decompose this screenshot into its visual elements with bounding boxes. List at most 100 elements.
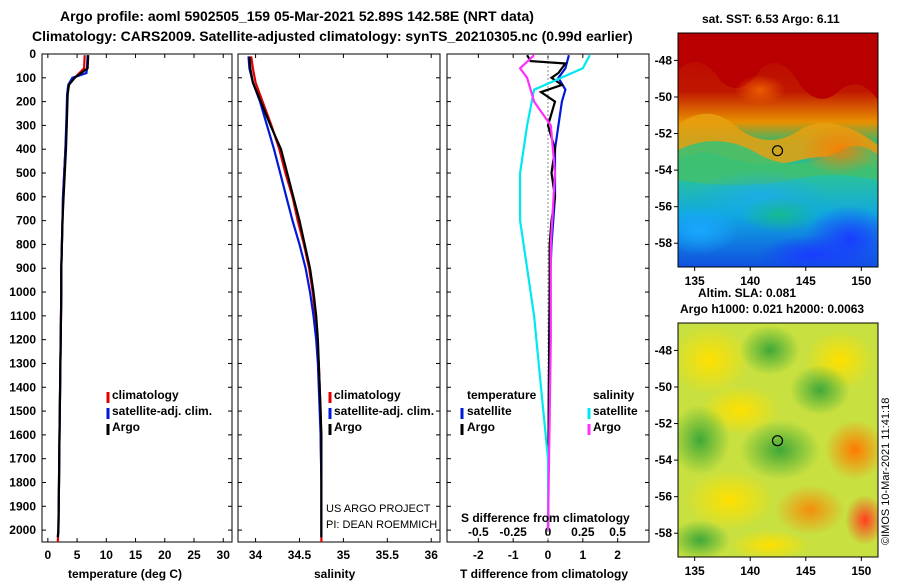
x-tick-label: 0 [45, 548, 52, 562]
s-tick-label: -0.25 [499, 525, 527, 539]
x-tick-label: 36 [425, 548, 439, 562]
map-y-tick-label: -56 [655, 200, 673, 214]
y-tick-label: 800 [16, 237, 36, 251]
sst-map-axes: 135 140 145 150 -48 -50 -52 -54 -56 -58 [655, 53, 872, 288]
temp-legend-satellite: satellite-adj. clim. [112, 404, 213, 418]
x-tick-label: 25 [187, 548, 201, 562]
map-y-tick-label: -48 [655, 53, 673, 67]
map-y-tick-label: -50 [655, 380, 673, 394]
x-tick-label: 34.5 [288, 548, 312, 562]
diff-legend-t-argo: Argo [467, 420, 495, 434]
maps-canvas: 135 140 145 150 -48 -50 -52 -54 -56 -58 135 140 145… [655, 32, 879, 578]
map-x-tick-label: 140 [740, 564, 760, 578]
y-tick-label: 1300 [9, 356, 36, 370]
map-y-tick-label: -58 [655, 236, 673, 250]
y-tick-label: 1000 [9, 285, 36, 299]
map-x-tick-label: 150 [851, 274, 871, 288]
map-x-tick-label: 140 [740, 274, 760, 288]
t-difference-axis-label: T difference from climatology [460, 567, 629, 581]
sal-legend-satellite: satellite-adj. clim. [334, 404, 435, 418]
y-tick-label: 1600 [9, 428, 36, 442]
map-y-tick-label: -48 [655, 343, 673, 357]
y-tick-label: 700 [16, 214, 36, 228]
map-y-tick-label: -54 [655, 453, 673, 467]
y-tick-label: 1400 [9, 380, 36, 394]
map-y-tick-label: -52 [655, 127, 673, 141]
salinity-axis-label: salinity [314, 567, 356, 581]
sla-argo-marker [771, 435, 784, 447]
sst-argo-marker [771, 145, 784, 157]
x-tick-label: 10 [100, 548, 114, 562]
sal-legend-argo: Argo [334, 420, 362, 434]
diff-legend-s-argo: Argo [593, 420, 621, 434]
diff-legend-t-satellite: satellite [467, 404, 512, 418]
x-tick-label: -1 [508, 548, 519, 562]
map-x-tick-label: 145 [796, 274, 816, 288]
credit-pi: PI: DEAN ROEMMICH [326, 519, 438, 531]
sla-map-title: Altim. SLA: 0.081 [698, 286, 797, 300]
plot-frame [41, 53, 233, 543]
map-y-tick-label: -58 [655, 526, 673, 540]
y-tick-label: 1900 [9, 499, 36, 513]
header-line-2: Climatology: CARS2009. Satellite-adjuste… [32, 28, 633, 44]
map-y-tick-label: -52 [655, 417, 673, 431]
y-tick-label: 1700 [9, 452, 36, 466]
map-y-tick-label: -56 [655, 490, 673, 504]
x-tick-label: 1 [579, 548, 586, 562]
map-x-tick-label: 150 [851, 564, 871, 578]
s-tick-label: -0.5 [468, 525, 489, 539]
y-tick-label: 200 [16, 95, 36, 109]
sla-map-subtitle: Argo h1000: 0.021 h2000: 0.0063 [680, 302, 865, 316]
series-line [518, 54, 591, 531]
map-y-tick-label: -50 [655, 90, 673, 104]
series-line [248, 56, 323, 538]
diff-legend-s-satellite: satellite [593, 404, 638, 418]
y-tick-label: 1200 [9, 333, 36, 347]
map-y-tick-label: -54 [655, 163, 673, 177]
y-tick-label: 900 [16, 261, 36, 275]
s-tick-label: 0.5 [609, 525, 626, 539]
x-tick-label: 20 [158, 548, 172, 562]
salinity-panel: 34 34.5 35 35.5 36 [237, 53, 441, 562]
x-tick-label: 0 [545, 548, 552, 562]
series-line [56, 55, 90, 538]
map-x-tick-label: 135 [685, 564, 705, 578]
series-line [518, 54, 557, 531]
sst-map-image [678, 33, 878, 267]
x-tick-label: 35.5 [376, 548, 400, 562]
y-tick-label: 0 [29, 47, 36, 61]
temperature-panel: 0100200300400500600700800900100011001200… [9, 47, 233, 562]
x-tick-label: 30 [217, 548, 231, 562]
sal-legend-climatology: climatology [334, 388, 401, 402]
plot-frame [237, 53, 441, 543]
header-line-1: Argo profile: aoml 5902505_159 05-Mar-20… [60, 8, 534, 24]
sla-map-image [678, 323, 878, 557]
y-tick-label: 1100 [10, 309, 36, 323]
temp-legend-climatology: climatology [112, 388, 179, 402]
s-difference-label: S difference from climatology [461, 511, 630, 525]
temperature-axis-label: temperature (deg C) [68, 567, 183, 581]
diff-legend-salinity-title: salinity [593, 388, 635, 402]
y-tick-label: 500 [16, 166, 36, 180]
sst-map-title: sat. SST: 6.53 Argo: 6.11 [702, 12, 840, 26]
map-x-tick-label: 145 [796, 564, 816, 578]
temp-legend-argo: Argo [112, 420, 140, 434]
x-tick-label: 2 [614, 548, 621, 562]
y-tick-label: 100 [16, 71, 36, 85]
y-tick-label: 2000 [9, 523, 36, 537]
y-tick-label: 1500 [9, 404, 36, 418]
x-tick-label: -2 [473, 548, 484, 562]
y-tick-label: 300 [16, 118, 36, 132]
y-tick-label: 400 [16, 142, 36, 156]
map-x-tick-label: 135 [685, 274, 705, 288]
x-tick-label: 5 [74, 548, 81, 562]
x-tick-label: 34 [249, 548, 263, 562]
imos-credit: ©IMOS 10-Mar-2021 11:41:18 [880, 397, 892, 545]
sla-map-axes: 135 140 145 150 -48 -50 -52 -54 -56 -58 [655, 343, 872, 578]
credit-project: US ARGO PROJECT [326, 503, 431, 515]
s-tick-label: 0.25 [571, 525, 595, 539]
x-tick-label: 35 [337, 548, 351, 562]
y-tick-label: 1800 [9, 475, 36, 489]
